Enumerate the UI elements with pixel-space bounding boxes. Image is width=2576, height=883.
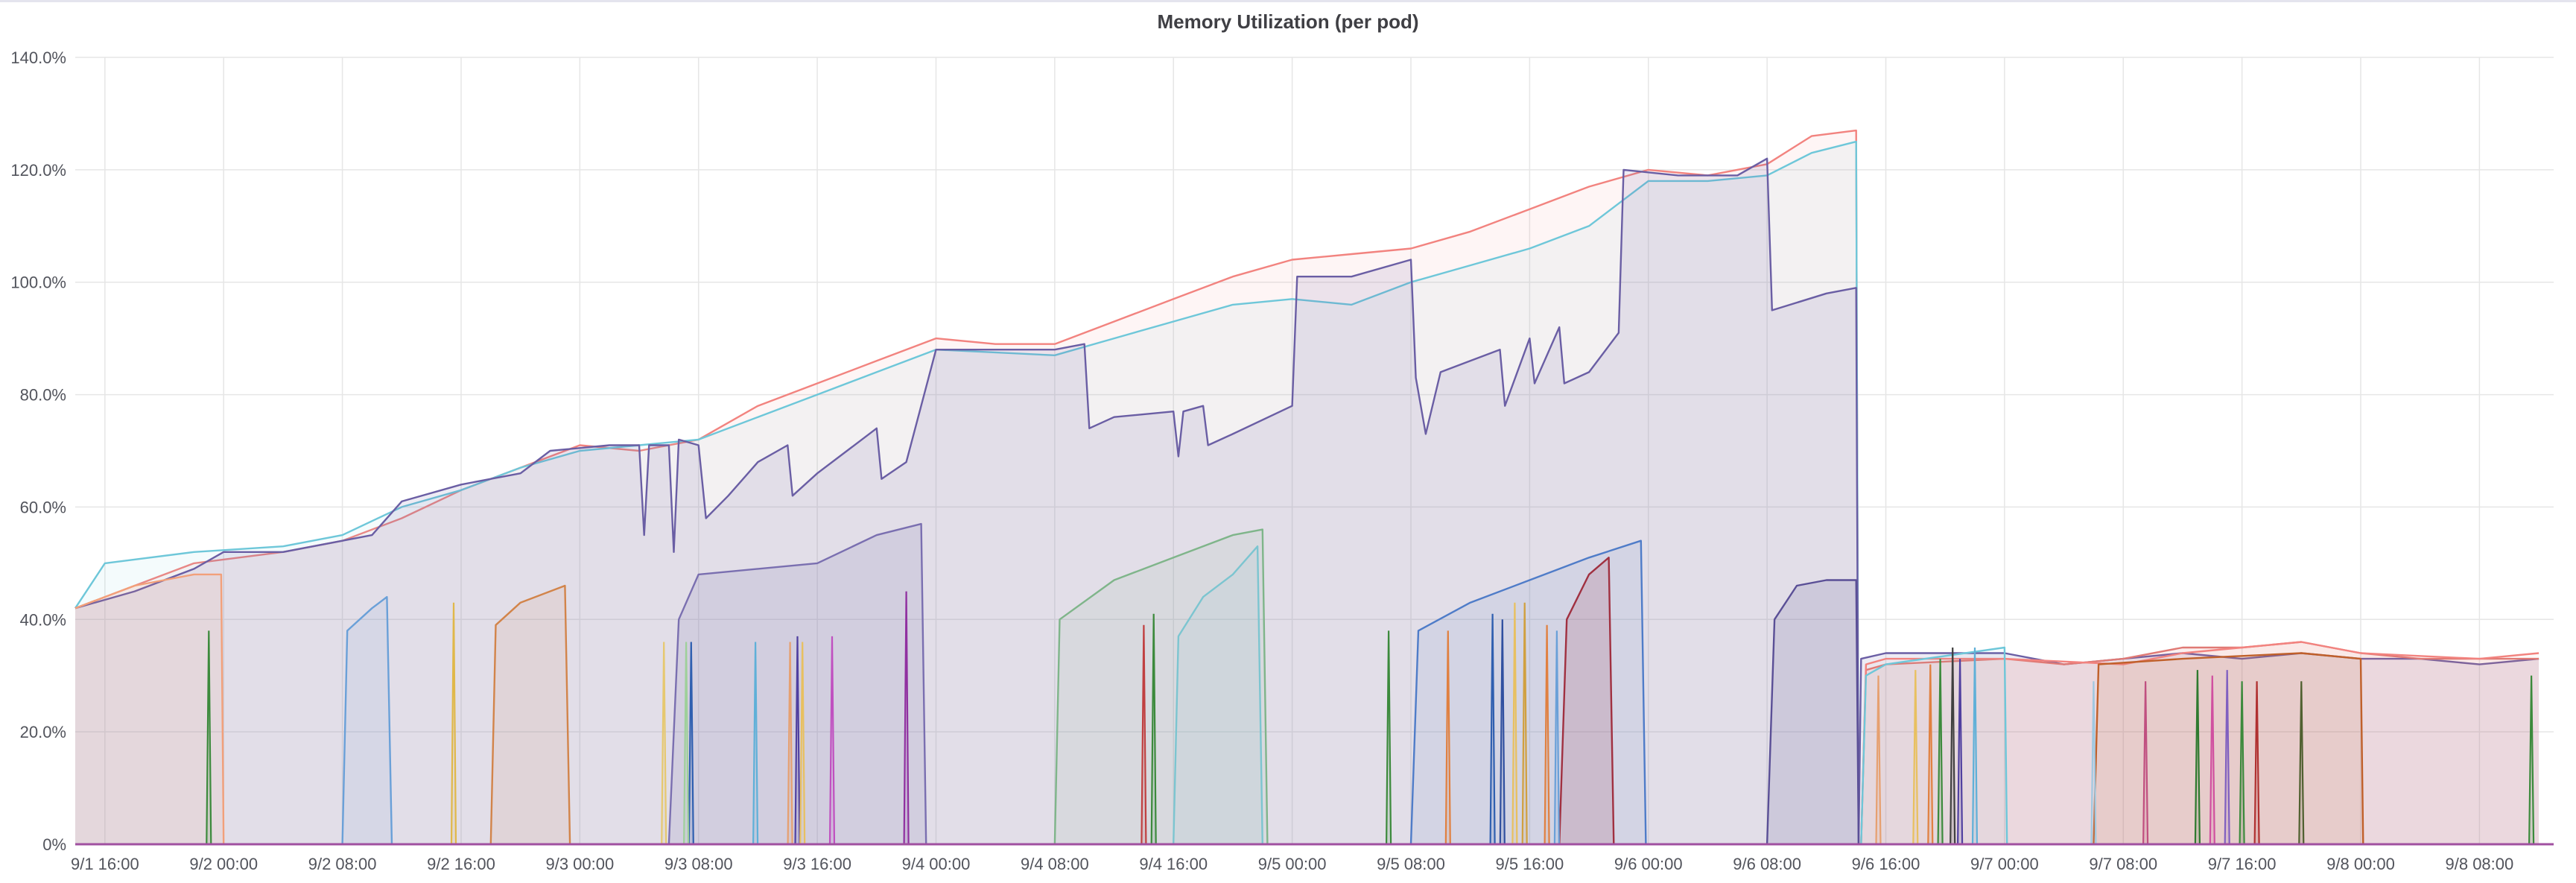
x-tick-label: 9/3 08:00 — [664, 855, 733, 873]
x-tick-label: 9/4 16:00 — [1139, 855, 1208, 873]
y-tick-label: 0% — [42, 835, 66, 854]
y-tick-label: 80.0% — [20, 386, 66, 405]
spike-mark — [2142, 681, 2149, 845]
series-line — [667, 522, 927, 845]
spike-mark — [1141, 624, 1147, 845]
spike-mark — [787, 642, 793, 845]
y-tick-label: 20.0% — [20, 723, 66, 741]
axis-layer: 0% 20.0% 40.0% 60.0% 80.0% 100.0% 120.0% 140.0%… — [10, 48, 2554, 873]
spike-mark — [752, 642, 759, 845]
spike-mark — [1544, 624, 1550, 845]
x-tick-label: 9/6 00:00 — [1614, 855, 1683, 873]
series-area — [1411, 540, 1646, 844]
series-area — [1767, 580, 1859, 844]
x-tick-label: 9/6 16:00 — [1852, 855, 1920, 873]
spike-mark — [1521, 602, 1528, 845]
spike-mark — [2209, 675, 2215, 845]
x-tick-label: 9/7 08:00 — [2089, 855, 2157, 873]
series-area — [1559, 557, 1614, 844]
spike-mark — [1912, 670, 1919, 845]
x-tick-label: 9/5 08:00 — [1377, 855, 1445, 873]
x-tick-label: 9/4 08:00 — [1021, 855, 1089, 873]
y-tick-label: 120.0% — [10, 161, 66, 180]
series-area — [1861, 642, 2539, 844]
x-tick-label: 9/3 00:00 — [545, 855, 614, 873]
y-tick-label: 100.0% — [10, 273, 66, 292]
series-line — [1860, 641, 2539, 845]
series-line — [1860, 646, 2008, 845]
series-area — [490, 586, 571, 844]
x-tick-label: 9/8 00:00 — [2326, 855, 2395, 873]
series-line — [1173, 545, 1263, 845]
series-line — [1766, 579, 1860, 845]
panel-title: Memory Utilization (per pod) — [1157, 10, 1419, 33]
spike-mark — [903, 591, 910, 845]
y-tick-label: 60.0% — [20, 498, 66, 516]
x-tick-label: 9/2 16:00 — [427, 855, 495, 873]
spike-mark — [1489, 613, 1496, 845]
series-area — [1173, 546, 1263, 844]
spike-mark — [1875, 675, 1882, 845]
spike-mark — [2253, 681, 2260, 845]
series-line — [341, 595, 393, 845]
spike-mark — [828, 636, 836, 845]
spike-mark — [1950, 647, 1956, 845]
grid-layer — [75, 57, 2554, 844]
x-tick-label: 9/1 16:00 — [71, 855, 139, 873]
spike-mark — [1971, 647, 1979, 845]
series-line — [74, 157, 2539, 846]
spike-mark — [2224, 670, 2230, 845]
spike-mark — [683, 642, 690, 845]
panel-top-border — [0, 0, 2576, 2]
series-line — [1409, 539, 1647, 845]
spike-mark — [2239, 681, 2245, 845]
x-tick-label: 9/7 00:00 — [1970, 855, 2039, 873]
series-line — [74, 140, 1860, 845]
x-tick-label: 9/3 16:00 — [783, 855, 851, 873]
series-line — [74, 573, 225, 845]
spike-mark — [794, 636, 801, 845]
spike-mark — [2090, 681, 2097, 845]
spike-mark — [450, 602, 457, 845]
spike-layer — [206, 591, 2535, 845]
spike-mark — [661, 642, 667, 845]
series-line — [489, 584, 571, 845]
series-line — [2093, 652, 2364, 845]
spike-mark — [2298, 681, 2305, 845]
spike-mark — [1444, 630, 1451, 845]
y-tick-label: 140.0% — [10, 48, 66, 67]
spike-mark — [1927, 664, 1934, 845]
series-line — [1053, 528, 1269, 845]
series-area — [1054, 529, 1268, 844]
spike-mark — [1150, 613, 1157, 845]
spike-mark — [206, 630, 212, 845]
spike-mark — [2528, 675, 2535, 845]
x-tick-label: 9/8 08:00 — [2446, 855, 2514, 873]
spike-mark — [1937, 659, 1944, 845]
spike-mark — [1511, 602, 1518, 845]
spike-mark — [1499, 619, 1506, 845]
series-area — [1861, 648, 2008, 844]
spike-mark — [1553, 630, 1560, 845]
y-tick-label: 40.0% — [20, 610, 66, 629]
x-tick-label: 9/5 16:00 — [1495, 855, 1564, 873]
series-area — [342, 597, 392, 844]
x-tick-label: 9/2 08:00 — [308, 855, 377, 873]
x-tick-label: 9/6 08:00 — [1733, 855, 1801, 873]
x-tick-label: 9/4 00:00 — [902, 855, 971, 873]
series-line — [74, 129, 1860, 845]
x-tick-label: 9/5 00:00 — [1258, 855, 1327, 873]
series-area — [1861, 642, 2539, 844]
spike-mark — [2194, 670, 2201, 845]
spike-mark — [688, 642, 694, 845]
spike-mark — [1957, 659, 1964, 845]
x-tick-label: 9/7 16:00 — [2208, 855, 2277, 873]
spike-mark — [1386, 630, 1392, 845]
spike-mark — [799, 642, 806, 845]
x-tick-label: 9/2 00:00 — [189, 855, 258, 873]
series-area — [75, 574, 224, 844]
series-line — [1558, 557, 1615, 845]
area-layer — [74, 129, 2539, 846]
